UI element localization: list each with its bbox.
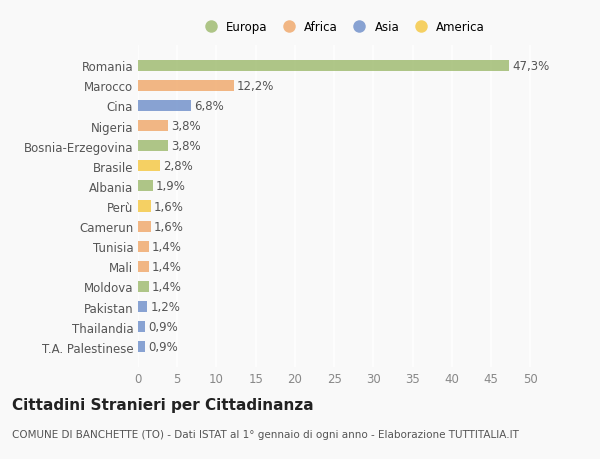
Text: 3,8%: 3,8% — [171, 120, 200, 133]
Text: 47,3%: 47,3% — [512, 60, 550, 73]
Bar — [138, 281, 149, 292]
Text: 2,8%: 2,8% — [163, 160, 193, 173]
Legend: Europa, Africa, Asia, America: Europa, Africa, Asia, America — [194, 17, 490, 39]
Bar — [138, 241, 149, 252]
Text: 12,2%: 12,2% — [237, 79, 274, 93]
Text: 1,4%: 1,4% — [152, 280, 182, 293]
Bar — [138, 161, 160, 172]
Text: 6,8%: 6,8% — [194, 100, 224, 112]
Text: COMUNE DI BANCHETTE (TO) - Dati ISTAT al 1° gennaio di ogni anno - Elaborazione : COMUNE DI BANCHETTE (TO) - Dati ISTAT al… — [12, 429, 519, 439]
Bar — [138, 141, 168, 152]
Text: 1,2%: 1,2% — [151, 301, 181, 313]
Text: Cittadini Stranieri per Cittadinanza: Cittadini Stranieri per Cittadinanza — [12, 397, 314, 412]
Text: 1,4%: 1,4% — [152, 260, 182, 273]
Bar — [138, 101, 191, 112]
Bar — [138, 341, 145, 353]
Bar — [138, 221, 151, 232]
Bar — [138, 302, 148, 313]
Bar — [138, 61, 509, 72]
Bar — [138, 321, 145, 332]
Bar — [138, 121, 168, 132]
Text: 0,9%: 0,9% — [148, 320, 178, 334]
Text: 3,8%: 3,8% — [171, 140, 200, 153]
Text: 1,9%: 1,9% — [156, 180, 186, 193]
Text: 1,6%: 1,6% — [154, 220, 184, 233]
Text: 1,6%: 1,6% — [154, 200, 184, 213]
Bar — [138, 261, 149, 272]
Bar — [138, 81, 234, 92]
Bar — [138, 181, 153, 192]
Text: 1,4%: 1,4% — [152, 240, 182, 253]
Bar — [138, 201, 151, 212]
Text: 0,9%: 0,9% — [148, 341, 178, 353]
